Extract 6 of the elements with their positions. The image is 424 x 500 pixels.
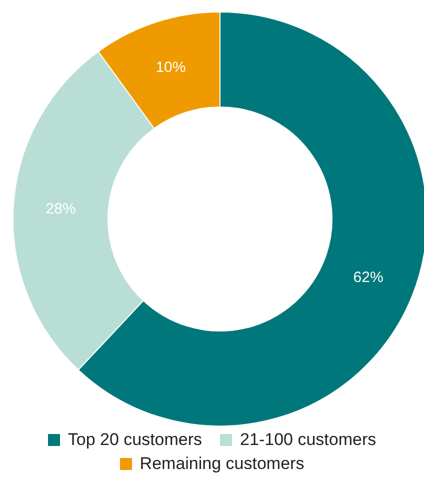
- legend-label: 21-100 customers: [240, 430, 376, 450]
- legend-label: Top 20 customers: [68, 430, 202, 450]
- data-label: 10%: [156, 58, 186, 76]
- legend-label: Remaining customers: [140, 454, 304, 474]
- data-label: 62%: [353, 269, 384, 286]
- data-label: 28%: [46, 200, 76, 218]
